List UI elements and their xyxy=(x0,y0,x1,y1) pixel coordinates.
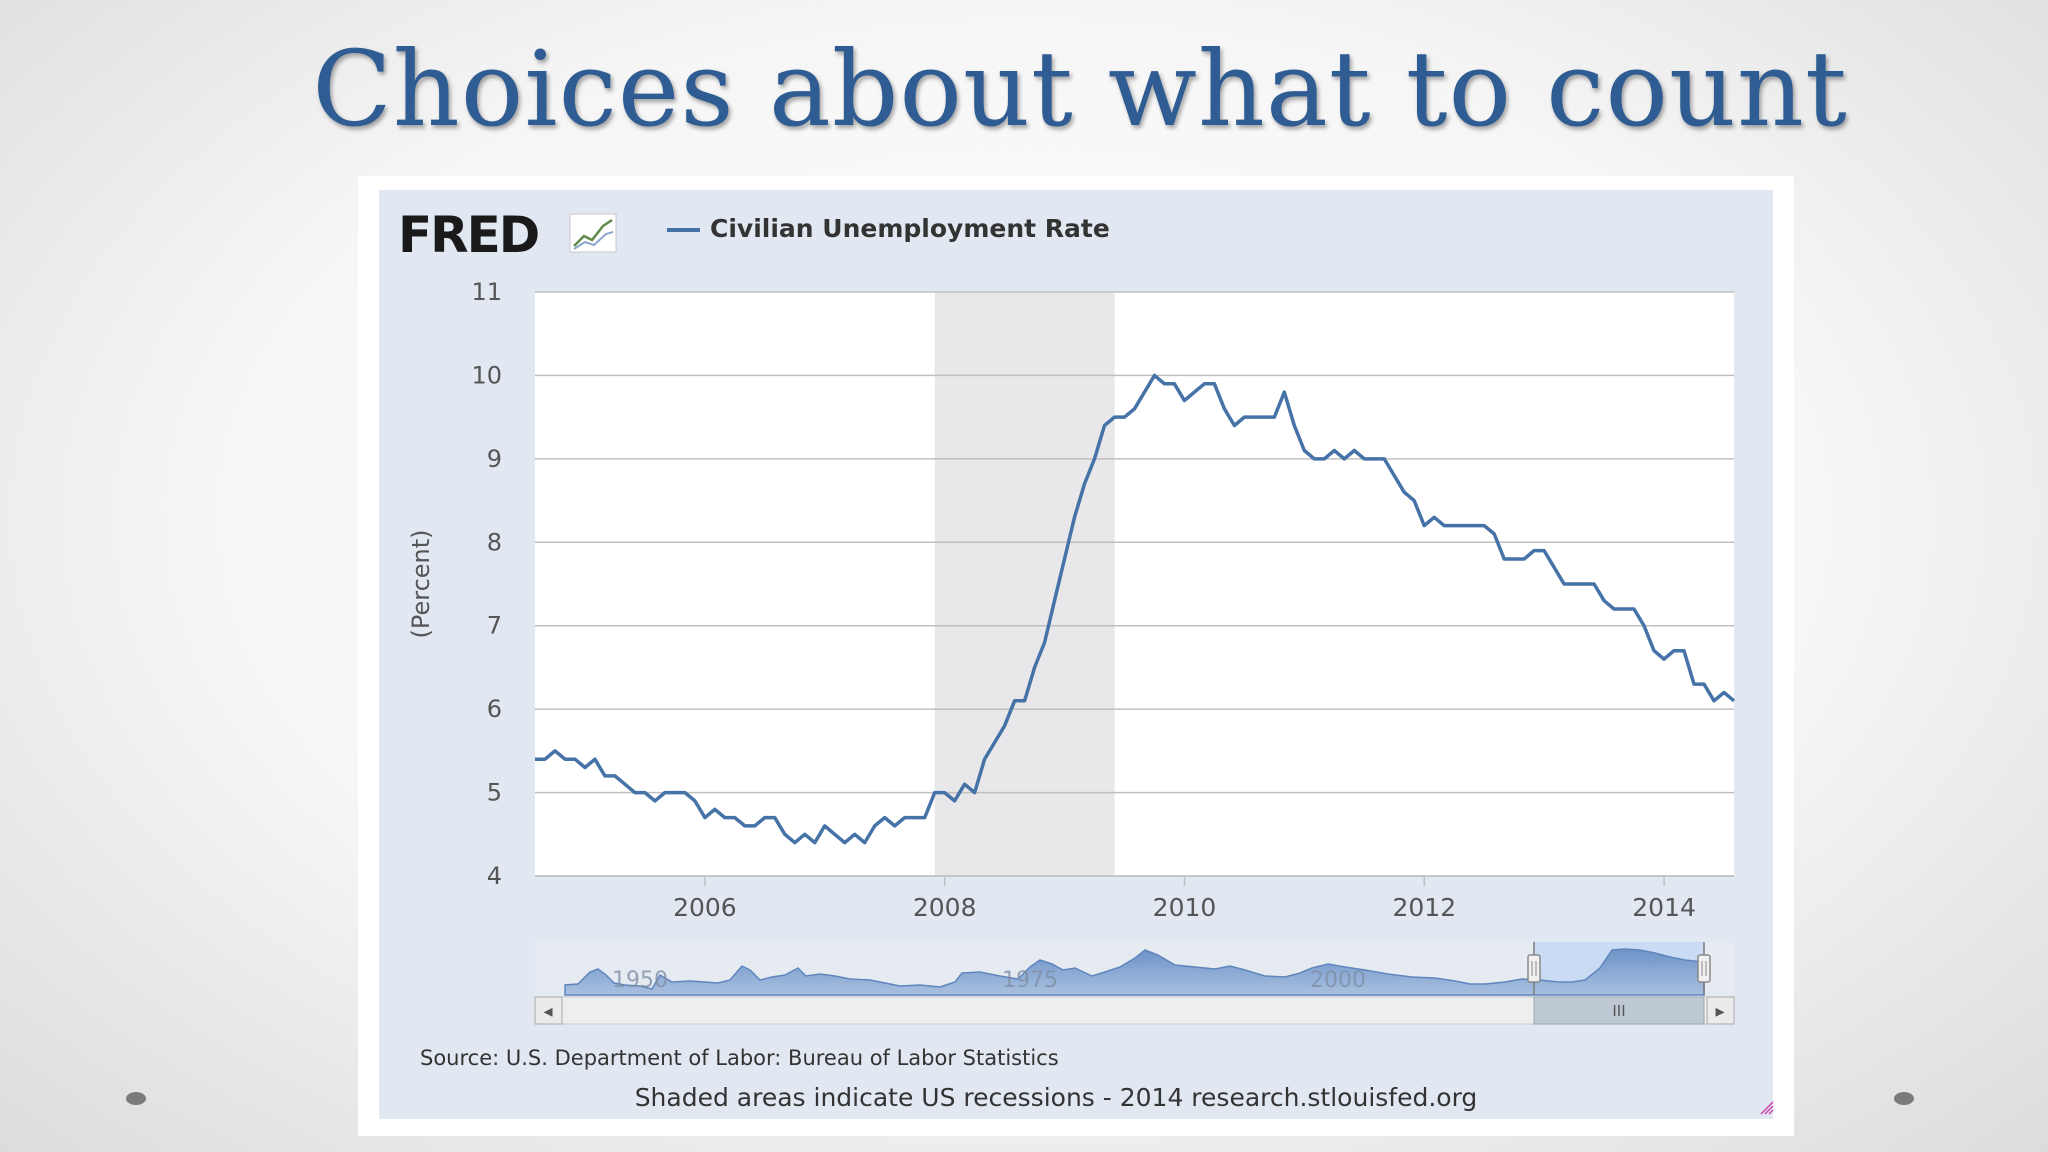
navigator-scrollbar[interactable]: ◂ III ▸ xyxy=(534,996,1735,1025)
navigator-year-label: 1950 xyxy=(612,968,668,993)
x-tick-label: 2006 xyxy=(673,893,737,922)
y-tick-label: 9 xyxy=(487,445,502,473)
fred-logo: FRED xyxy=(398,206,617,264)
y-tick-label: 8 xyxy=(487,528,502,556)
recession-band-0 xyxy=(934,292,1115,876)
recession-footnote: Shaded areas indicate US recessions - 20… xyxy=(635,1083,1478,1112)
scroll-right-button[interactable]: ▸ xyxy=(1706,996,1735,1025)
slide-bullet-left xyxy=(126,1092,146,1105)
plot-area xyxy=(535,292,1734,876)
legend[interactable]: Civilian Unemployment Rate xyxy=(667,214,1110,243)
x-tick-label: 2010 xyxy=(1153,893,1217,922)
x-tick-label: 2014 xyxy=(1632,893,1696,922)
resize-grip-icon[interactable] xyxy=(1760,1101,1774,1115)
navigator-right-handle[interactable] xyxy=(1697,942,1711,995)
slide-title: Choices about what to count xyxy=(312,28,1848,150)
scrollbar-thumb[interactable]: III xyxy=(1533,996,1705,1025)
fred-logo-text: FRED xyxy=(398,206,538,264)
scrollbar-grip-icon: III xyxy=(1612,1002,1625,1020)
legend-label: Civilian Unemployment Rate xyxy=(710,214,1110,243)
y-tick-label: 6 xyxy=(487,695,502,723)
y-tick-label: 7 xyxy=(487,612,502,640)
chart-trend-icon xyxy=(569,213,617,253)
chevron-right-icon: ▸ xyxy=(1715,1001,1724,1022)
chevron-left-icon: ◂ xyxy=(543,1001,552,1022)
navigator-left-handle[interactable] xyxy=(1527,942,1541,995)
y-tick-label: 5 xyxy=(487,779,502,807)
range-navigator[interactable]: 1950 1975 2000 xyxy=(535,942,1734,996)
series-line-unemployment xyxy=(535,373,1736,845)
y-tick-label: 4 xyxy=(487,862,502,890)
y-tick-label: 11 xyxy=(471,278,502,306)
slide-bullet-right xyxy=(1894,1092,1914,1105)
x-tick-label: 2008 xyxy=(913,893,977,922)
y-tick-label: 10 xyxy=(471,361,502,389)
source-credit: Source: U.S. Department of Labor: Bureau… xyxy=(420,1046,1059,1070)
scroll-left-button[interactable]: ◂ xyxy=(534,996,563,1025)
x-tick-label: 2012 xyxy=(1392,893,1456,922)
y-axis-label: (Percent) xyxy=(407,529,435,638)
navigator-year-label: 2000 xyxy=(1310,968,1366,993)
navigator-year-label: 1975 xyxy=(1002,968,1058,993)
